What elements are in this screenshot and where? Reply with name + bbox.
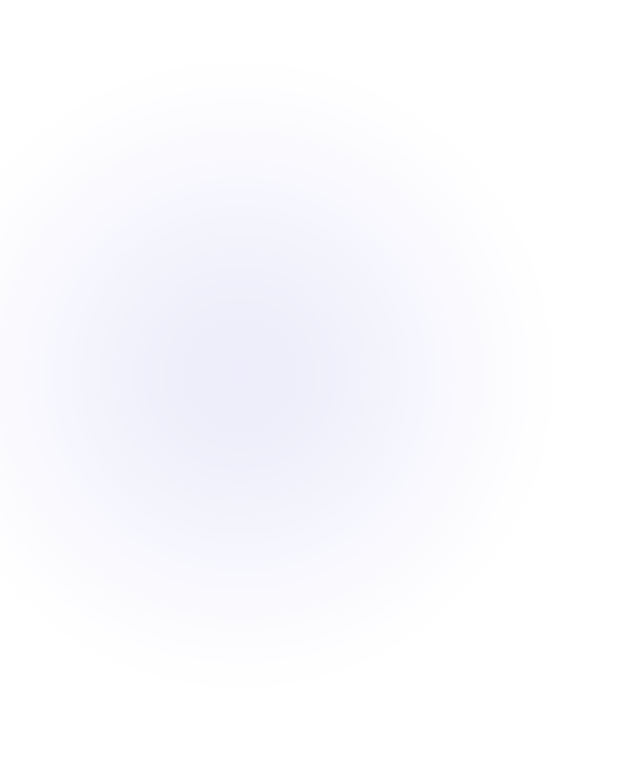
background-radial-glow <box>0 0 618 764</box>
